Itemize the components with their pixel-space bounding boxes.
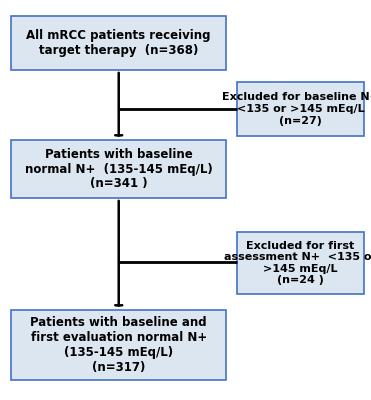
Text: Excluded for first
assessment N+  <135 or
>145 mEq/L
(n=24 ): Excluded for first assessment N+ <135 or… <box>224 240 371 286</box>
Text: Patients with baseline and
first evaluation normal N+
(135-145 mEq/L)
(n=317): Patients with baseline and first evaluat… <box>30 316 207 374</box>
Text: Excluded for baseline N+
<135 or >145 mEq/L
(n=27): Excluded for baseline N+ <135 or >145 mE… <box>222 92 371 126</box>
FancyBboxPatch shape <box>11 310 226 380</box>
FancyBboxPatch shape <box>237 232 364 294</box>
FancyBboxPatch shape <box>11 16 226 70</box>
Text: Patients with baseline
normal N+  (135-145 mEq/L)
(n=341 ): Patients with baseline normal N+ (135-14… <box>25 148 213 190</box>
FancyBboxPatch shape <box>11 140 226 198</box>
FancyBboxPatch shape <box>237 82 364 136</box>
Text: All mRCC patients receiving
target therapy  (n=368): All mRCC patients receiving target thera… <box>26 29 211 57</box>
